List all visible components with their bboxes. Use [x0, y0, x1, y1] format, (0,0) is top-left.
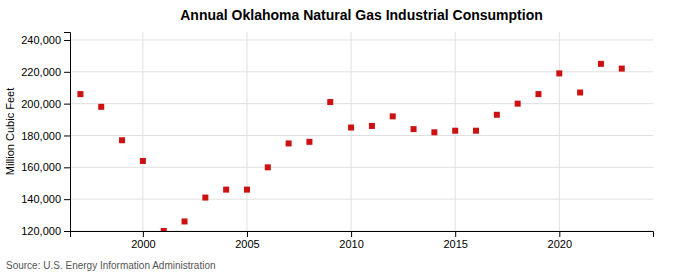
point [535, 91, 541, 97]
y-tick-label: 220,000 [21, 66, 61, 78]
y-tick-mark [64, 167, 70, 168]
point [431, 129, 437, 135]
x-tick: 2000 [131, 231, 155, 250]
point [577, 89, 583, 95]
y-tick-mark [64, 104, 70, 105]
x-grid-line [351, 32, 352, 231]
x-tick-mark [247, 231, 248, 237]
x-axis-line [71, 232, 654, 238]
point [390, 113, 396, 119]
y-tick-label: 240,000 [21, 34, 61, 46]
point [286, 140, 292, 146]
y-tick: 220,000 [21, 66, 70, 78]
x-tick-mark [559, 231, 560, 237]
y-tick-mark [64, 199, 70, 200]
y-tick: 160,000 [21, 161, 70, 173]
y-tick-label: 200,000 [21, 98, 61, 110]
point [161, 228, 167, 231]
point [182, 218, 188, 224]
point [265, 164, 271, 170]
y-grid-line [70, 199, 653, 200]
plot: 2000 2005 2010 2015 2020 120,000 140,000 160,00… [21, 32, 653, 250]
x-tick-label: 2015 [443, 238, 467, 250]
x-grid-line [142, 32, 143, 231]
point [515, 101, 521, 107]
chart: 2000 2005 2010 2015 2020 120,000 140,000 160,00… [0, 0, 675, 275]
point [202, 195, 208, 201]
x-tick-mark [455, 231, 456, 237]
y-axis-line [64, 33, 71, 232]
source-note: Source: U.S. Energy Information Administ… [6, 260, 216, 271]
y-tick: 240,000 [21, 34, 70, 46]
y-tick-label: 120,000 [21, 225, 61, 237]
y-tick-mark [64, 40, 70, 41]
x-tick-mark [351, 231, 352, 237]
point [369, 123, 375, 129]
y-grid-line [70, 135, 653, 136]
y-tick: 120,000 [21, 225, 70, 237]
point [77, 91, 83, 97]
x-tick: 2015 [443, 231, 467, 250]
title: Annual Oklahoma Natural Gas Industrial C… [180, 7, 543, 23]
y-tick-label: 160,000 [21, 161, 61, 173]
y-tick-mark [64, 72, 70, 73]
y-tick: 140,000 [21, 193, 70, 205]
points [77, 61, 624, 231]
point [348, 125, 354, 131]
x-tick: 2005 [235, 231, 259, 250]
y-axis: 120,000 140,000 160,000 180,000 200,000 220,0… [21, 33, 70, 238]
x-tick-label: 2000 [131, 238, 155, 250]
point [556, 70, 562, 76]
point [223, 187, 229, 193]
grid [70, 32, 653, 231]
x-tick: 2010 [339, 231, 363, 250]
point [452, 128, 458, 134]
x-tick-label: 2010 [339, 238, 363, 250]
y-tick: 180,000 [21, 130, 70, 142]
y-tick-mark [64, 231, 70, 232]
y-tick-label: 140,000 [21, 193, 61, 205]
point [244, 187, 250, 193]
y-axis-title: Million Cubic Feet [4, 88, 16, 175]
y-grid-line [70, 71, 653, 72]
x-tick-mark [143, 231, 144, 237]
point [140, 158, 146, 164]
point [119, 137, 125, 143]
point [619, 66, 625, 72]
point [306, 139, 312, 145]
y-grid-line [70, 167, 653, 168]
x-tick-label: 2005 [235, 238, 259, 250]
x-tick: 2020 [548, 231, 572, 250]
point [411, 126, 417, 132]
y-grid-line [70, 103, 653, 104]
x-tick-label: 2020 [548, 238, 572, 250]
point [494, 112, 500, 118]
point [473, 128, 479, 134]
y-tick: 200,000 [21, 98, 70, 110]
y-tick-mark [64, 135, 70, 136]
x-grid-line [559, 32, 560, 231]
y-tick-label: 180,000 [21, 130, 61, 142]
point [598, 61, 604, 67]
y-grid-line [70, 39, 653, 40]
point [327, 99, 333, 105]
x-axis: 2000 2005 2010 2015 2020 [71, 231, 654, 250]
point [98, 104, 104, 110]
x-grid-line [246, 32, 247, 231]
